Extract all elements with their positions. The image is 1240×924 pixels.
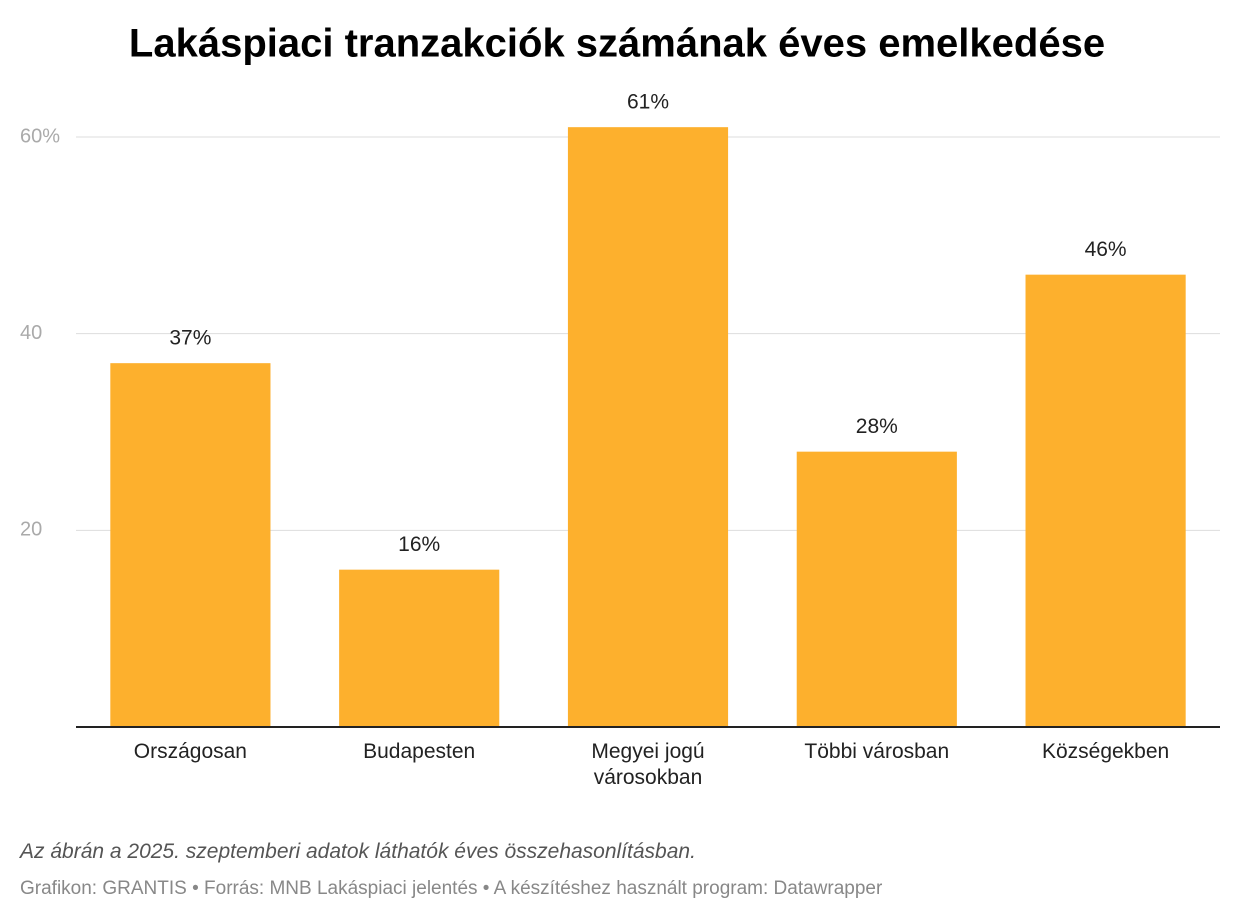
y-tick-label: 40 (20, 322, 42, 344)
value-label: 37% (169, 327, 211, 350)
y-tick-label: 60% (20, 125, 60, 147)
bar (796, 451, 957, 727)
bar (1025, 274, 1186, 727)
x-tick-label: Többi városban (804, 740, 950, 763)
y-tick-label: 20 (20, 519, 42, 541)
x-tick-label: Országosan (133, 740, 247, 763)
bar (110, 363, 271, 727)
value-label: 61% (627, 91, 669, 114)
bar (567, 127, 729, 727)
value-label: 28% (856, 415, 898, 438)
value-label: 16% (398, 533, 440, 556)
note: Az ábrán a 2025. szeptemberi adatok láth… (20, 840, 696, 863)
bar (339, 569, 500, 727)
value-label: 46% (1085, 238, 1127, 261)
x-tick-label: Községekben (1041, 740, 1170, 763)
chart-title: Lakáspiaci tranzakciók számának éves eme… (129, 22, 1105, 66)
x-tick-label: Budapesten (363, 740, 476, 763)
source: Grafikon: GRANTIS • Forrás: MNB Lakáspia… (20, 878, 883, 899)
x-tick-label: Megyei jogú városokban (591, 740, 705, 789)
